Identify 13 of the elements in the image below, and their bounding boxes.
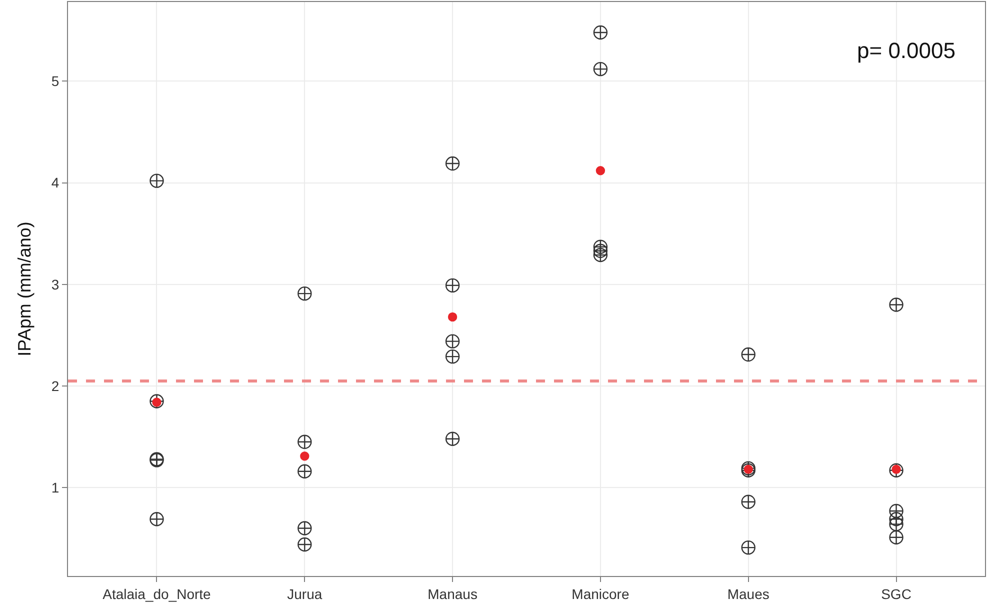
y-tick-label: 4 xyxy=(51,174,60,191)
annotation: p= 0.0005 xyxy=(857,38,956,63)
y-axis-title: IPApm (mm/ano) xyxy=(14,222,35,356)
y-tick-label: 1 xyxy=(51,480,60,496)
y-tick-label: 5 xyxy=(51,73,60,90)
y-tick-label: 2 xyxy=(51,378,60,394)
y-tick-label: 3 xyxy=(51,276,60,292)
x-tick-label: Atalaia_do_Norte xyxy=(102,586,212,602)
x-tick-label: Maues xyxy=(727,586,770,602)
x-tick-label: Jurua xyxy=(287,586,322,602)
x-tick-label: Manicore xyxy=(572,586,630,602)
x-tick-label: Manaus xyxy=(428,586,478,602)
x-tick-label: SGC xyxy=(881,586,912,602)
